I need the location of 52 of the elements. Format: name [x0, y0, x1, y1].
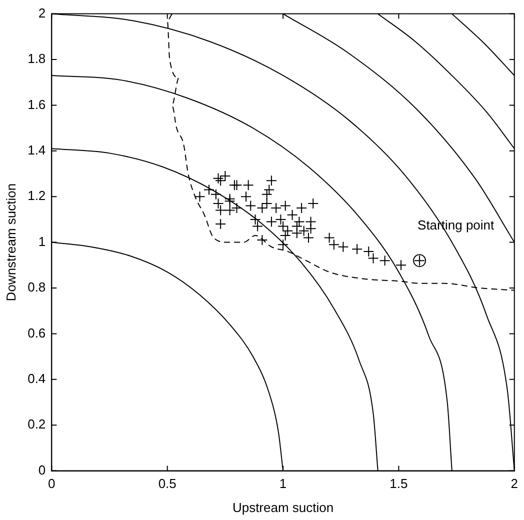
- y-tick-label: 1.2: [28, 188, 46, 204]
- point: [275, 214, 286, 225]
- x-tick-label: 2: [510, 476, 518, 492]
- point: [352, 244, 363, 255]
- point: [296, 202, 308, 214]
- y-tick-label: 0.2: [28, 416, 46, 432]
- y-tick-label: 0.8: [28, 280, 46, 295]
- point: [379, 255, 390, 266]
- y-tick-label: 1: [38, 234, 46, 249]
- x-tick-label: 1: [279, 476, 287, 492]
- point: [215, 204, 226, 216]
- y-tick-label: 0: [38, 462, 46, 478]
- point: [280, 230, 291, 241]
- x-axis-title: Upstream suction: [232, 500, 334, 515]
- y-tick-label: 1.8: [28, 51, 46, 66]
- point: [280, 200, 291, 212]
- point: [266, 175, 277, 186]
- point: [224, 204, 236, 216]
- point: [215, 175, 226, 186]
- point: [396, 260, 407, 271]
- point: [252, 220, 264, 232]
- point: [256, 202, 268, 214]
- point: [256, 234, 268, 246]
- point: [305, 223, 316, 234]
- point: [231, 180, 242, 191]
- point: [291, 228, 302, 239]
- x-tick-label: 1.5: [390, 476, 408, 492]
- point: [278, 239, 289, 250]
- point: [220, 170, 231, 182]
- point: [245, 200, 256, 212]
- point: [266, 216, 277, 228]
- point: [264, 184, 275, 196]
- y-axis-title: Downstream suction: [3, 183, 18, 302]
- point: [242, 180, 254, 191]
- point: [338, 241, 349, 252]
- point: [240, 191, 252, 202]
- x-tick-label: 0: [48, 476, 56, 492]
- point: [250, 214, 261, 225]
- y-tick-label: 2: [38, 5, 46, 20]
- y-tick-label: 1.4: [28, 142, 46, 158]
- point: [212, 198, 224, 209]
- point: [270, 202, 282, 214]
- point: [215, 218, 226, 230]
- y-tick-label: 0.6: [28, 325, 46, 340]
- y-tick-label: 0.4: [28, 370, 46, 386]
- point: [261, 198, 272, 209]
- point: [194, 191, 206, 202]
- y-tick-label: 1.6: [28, 96, 46, 112]
- point: [308, 198, 319, 209]
- point: [212, 172, 224, 184]
- x-tick-label: 0.5: [158, 476, 176, 492]
- point: [261, 188, 272, 200]
